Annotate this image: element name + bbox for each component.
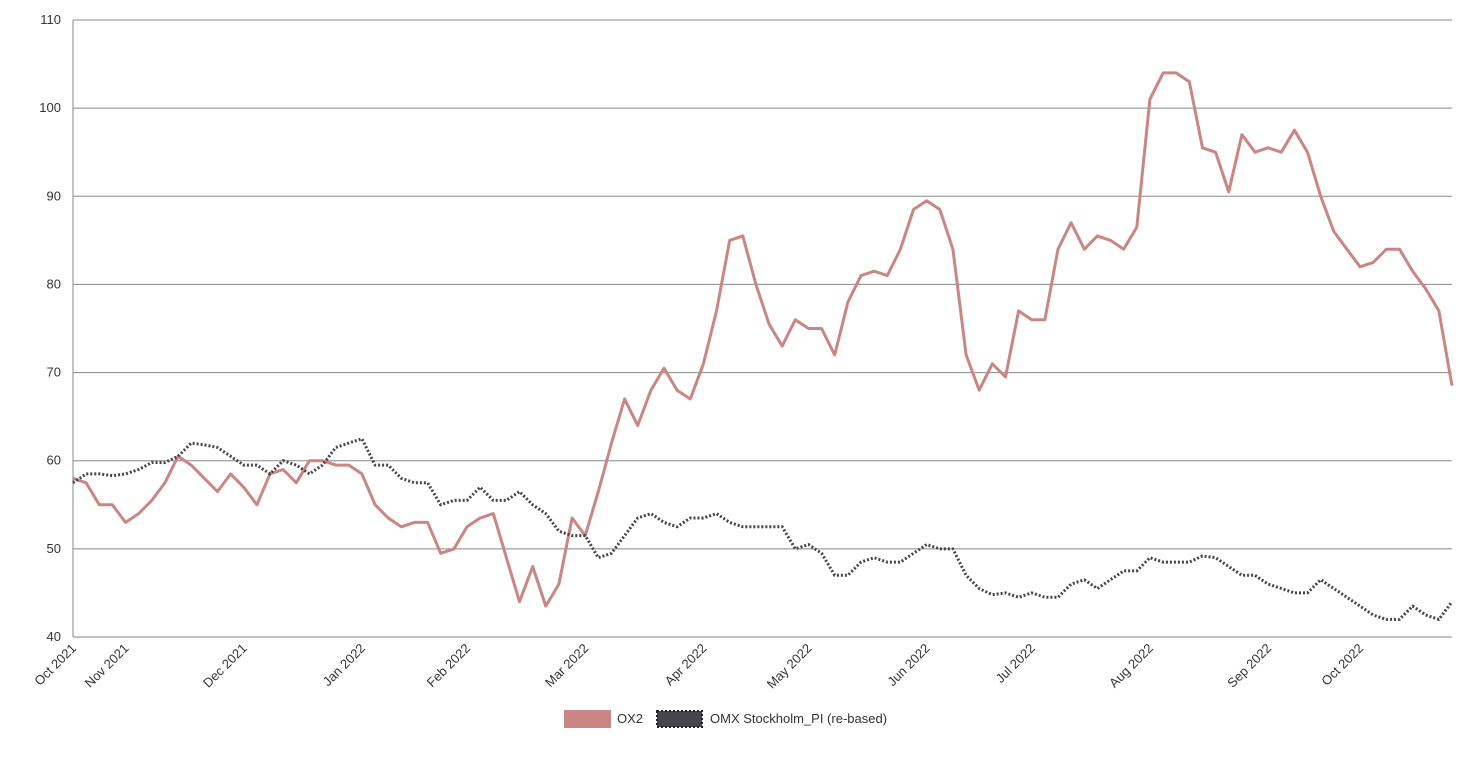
x-tick-label: Apr 2022 [662, 641, 710, 689]
x-tick-label: Feb 2022 [424, 641, 473, 690]
x-tick-label: Aug 2022 [1106, 641, 1156, 691]
y-tick-label: 100 [39, 100, 61, 115]
y-tick-label: 110 [40, 12, 61, 27]
x-tick-label: Sep 2022 [1224, 641, 1274, 691]
x-tick-label: Jun 2022 [884, 641, 932, 689]
x-tick-label: Nov 2021 [82, 641, 132, 691]
x-tick-label: Mar 2022 [542, 641, 591, 690]
series-line [72, 71, 1454, 608]
legend-swatch [564, 710, 611, 728]
x-tick-label: May 2022 [764, 641, 815, 692]
y-tick-label: 70 [47, 365, 61, 380]
x-tick-label: Jan 2022 [320, 641, 368, 689]
y-tick-label: 50 [47, 541, 61, 556]
y-tick-label: 40 [47, 629, 61, 644]
x-tick-label: Jul 2022 [992, 641, 1037, 686]
legend-label: OX2 [617, 711, 643, 726]
legend-swatch [656, 710, 704, 728]
x-tick-label: Oct 2022 [1318, 641, 1366, 689]
legend-label: OMX Stockholm_PI (re-based) [710, 711, 887, 726]
y-tick-label: 90 [47, 188, 61, 203]
y-tick-label: 60 [47, 453, 61, 468]
x-tick-label: Oct 2021 [31, 641, 79, 689]
y-tick-label: 80 [47, 276, 61, 291]
x-tick-label: Dec 2021 [200, 641, 250, 691]
series-line [72, 437, 1454, 621]
